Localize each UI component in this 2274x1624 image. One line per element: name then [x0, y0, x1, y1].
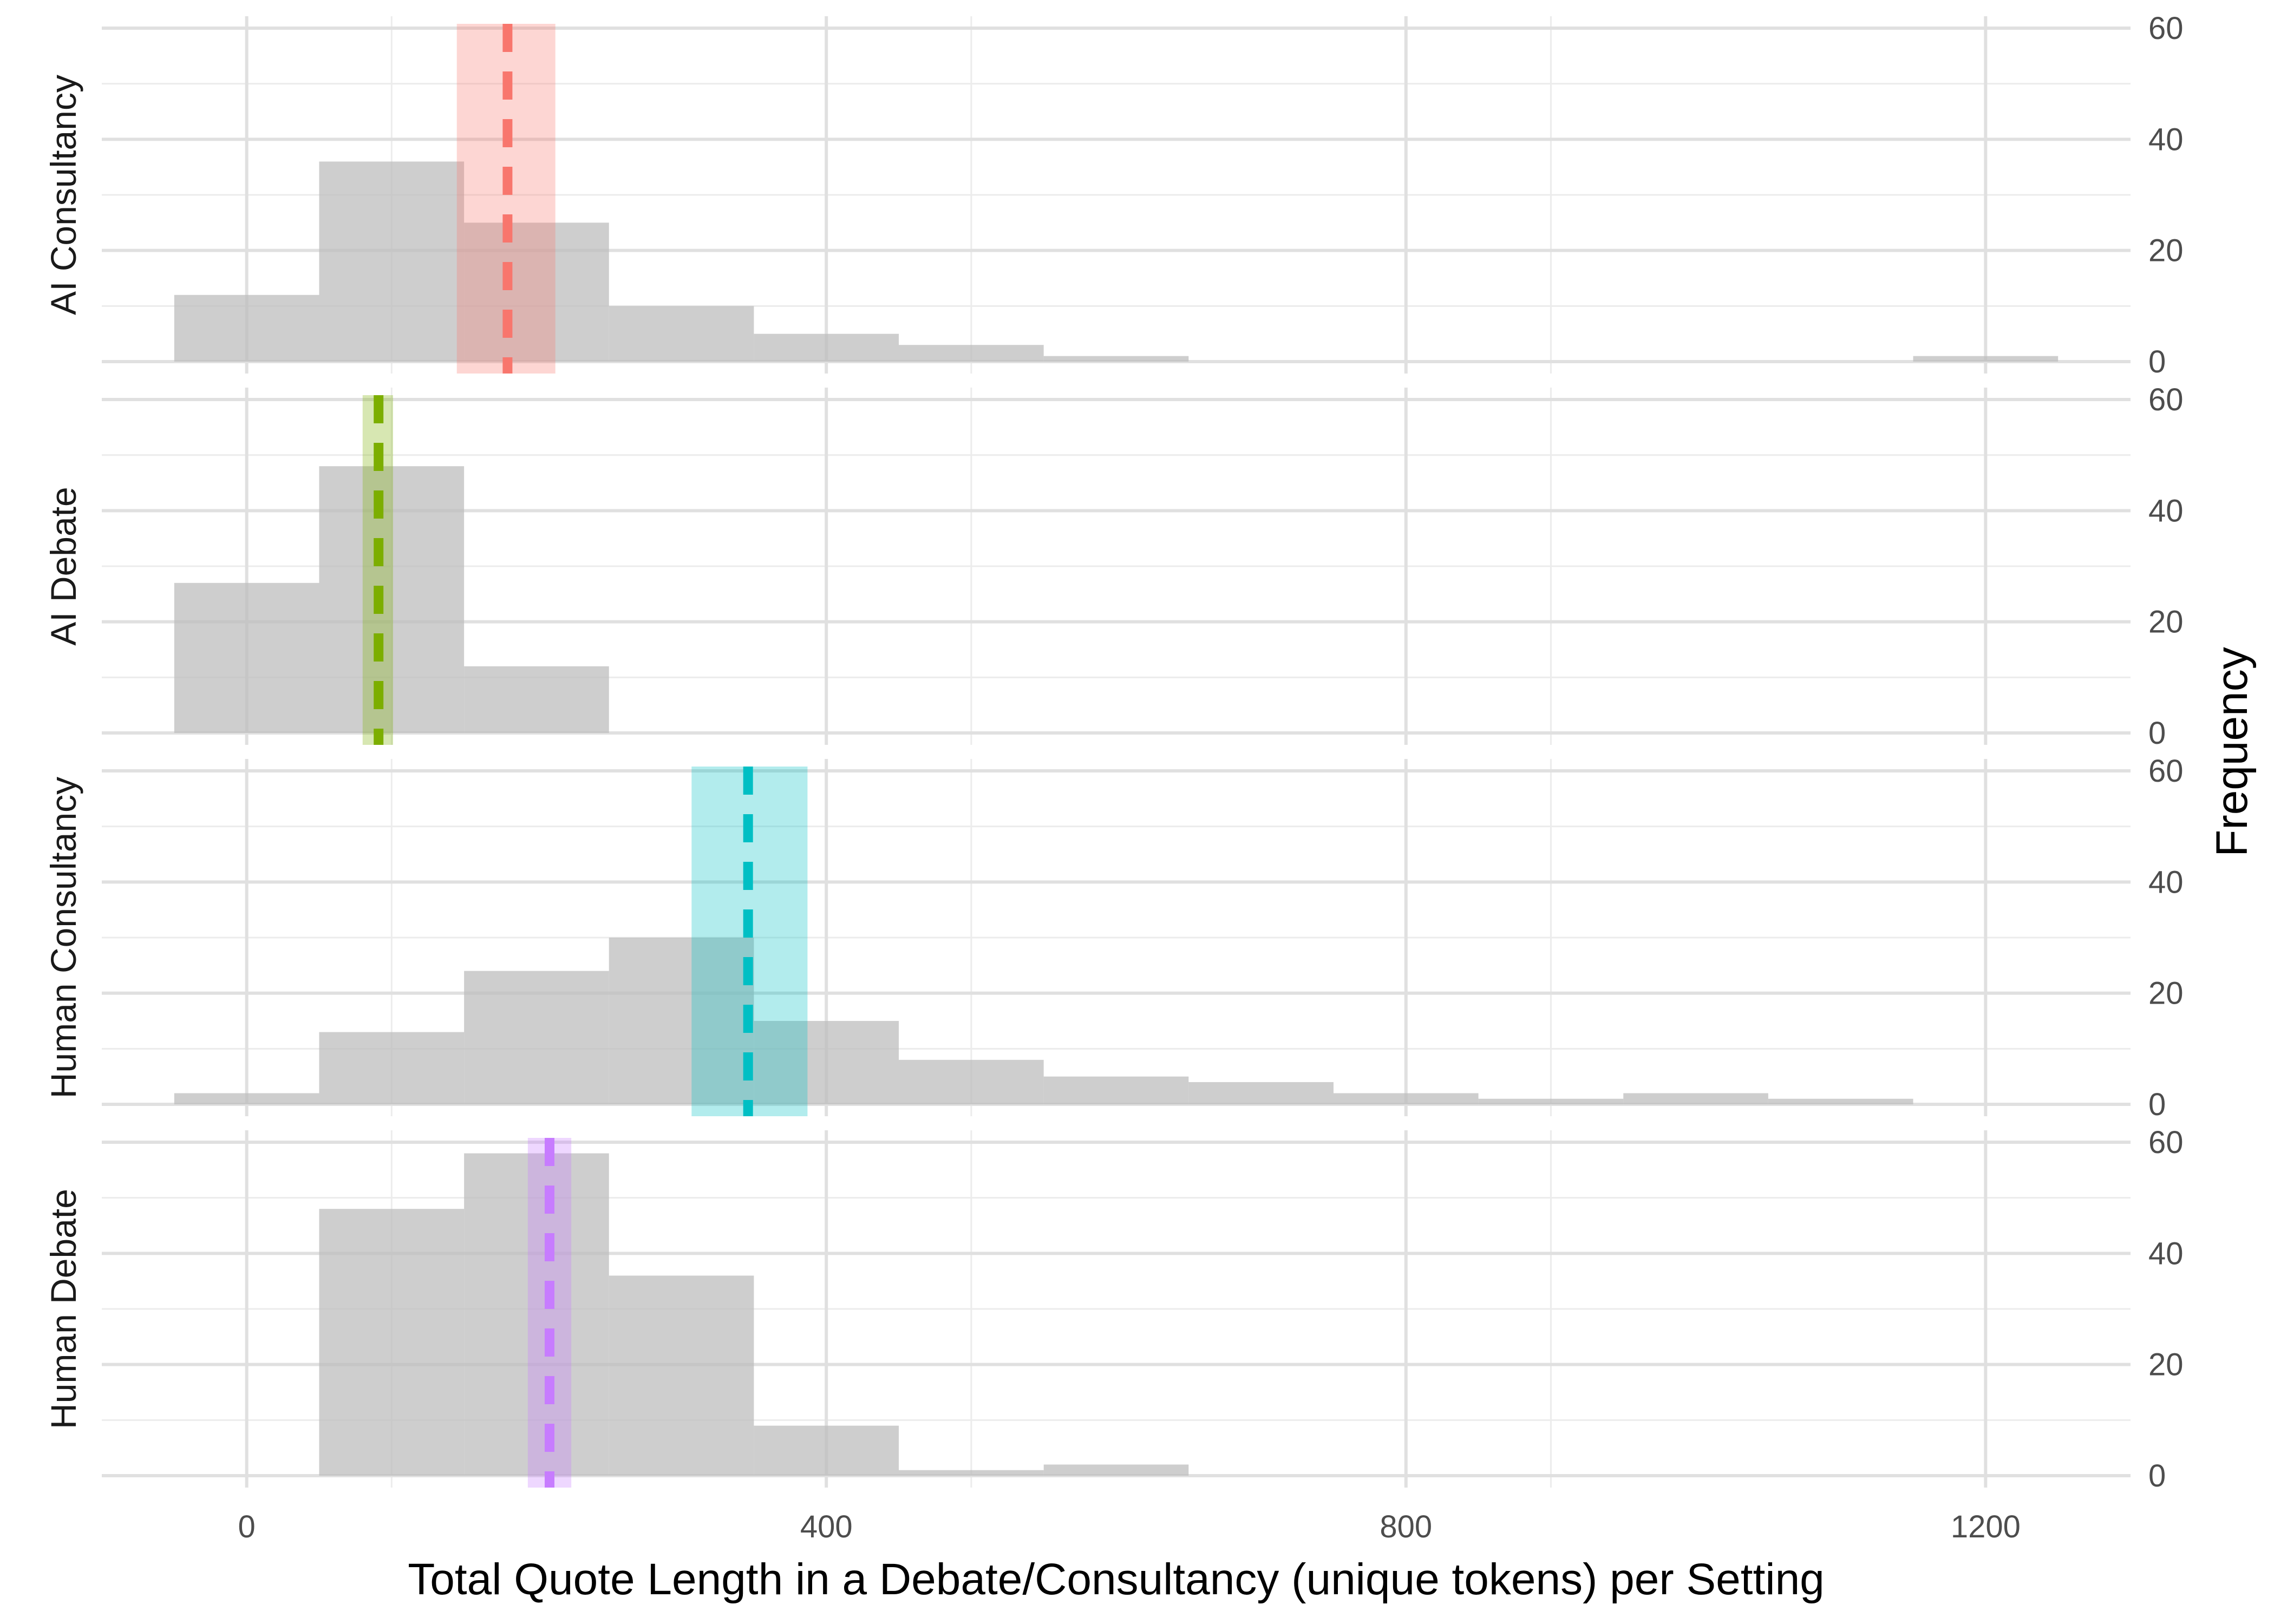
x-tick-label: 400 [800, 1509, 853, 1544]
histogram-bar [464, 971, 609, 1104]
facet-panel-2: 0 20 40 60 AI Debate [43, 382, 2184, 751]
histogram-bar [899, 345, 1044, 362]
facet-strip-label: Human Consultancy [43, 777, 83, 1098]
x-tick-label: 800 [1380, 1509, 1432, 1544]
facet-panel-4: 0 20 40 60 Human Debate [43, 1125, 2184, 1494]
y-axis-title: Frequency [2207, 647, 2257, 856]
y-tick-label: 20 [2148, 976, 2184, 1011]
histogram-bar [1913, 356, 2059, 362]
y-tick-label: 20 [2148, 233, 2184, 269]
y-tick-label: 60 [2148, 1125, 2184, 1160]
histogram-bar [1043, 1464, 1189, 1476]
histogram-bar [609, 938, 754, 1104]
facet-strip-label: AI Consultancy [43, 75, 83, 315]
y-tick-label: 60 [2148, 11, 2184, 46]
histogram-bar [754, 1021, 899, 1104]
x-axis-title: Total Quote Length in a Debate/Consultan… [408, 1555, 1825, 1604]
histogram-bar [1043, 1076, 1189, 1104]
histogram-bar [609, 1275, 754, 1476]
histogram-bar [174, 582, 319, 733]
histogram-bar [174, 294, 319, 362]
histogram-bar [319, 161, 465, 362]
histogram-bar [319, 1209, 465, 1476]
y-tick-label: 40 [2148, 865, 2184, 900]
histogram-bar [464, 222, 609, 362]
histogram-bar [174, 1093, 319, 1104]
facet-panel-3: 0 20 40 60 Human Consultancy [43, 754, 2184, 1122]
facet-strip-label: AI Debate [43, 487, 83, 646]
y-tick-label: 40 [2148, 493, 2184, 528]
x-tick-label: 1200 [1951, 1509, 2021, 1544]
y-tick-label: 60 [2148, 754, 2184, 789]
histogram-bar [1768, 1098, 1913, 1104]
y-tick-label: 0 [2148, 716, 2166, 751]
histogram-bar [319, 1032, 465, 1104]
histogram-bar [464, 666, 609, 733]
y-tick-label: 60 [2148, 382, 2184, 417]
y-tick-label: 0 [2148, 344, 2166, 379]
y-tick-label: 0 [2148, 1087, 2166, 1122]
x-tick-label: 0 [238, 1509, 256, 1544]
facet-panel-1: 0 20 40 60 AI Consultancy [43, 11, 2184, 379]
y-tick-label: 20 [2148, 1347, 2184, 1383]
facet-strip-label: Human Debate [43, 1189, 83, 1429]
histogram-bar [754, 1425, 899, 1476]
histogram-bar [899, 1470, 1044, 1476]
histogram-bar [609, 306, 754, 362]
histogram-bar [1043, 356, 1189, 362]
histogram-bar [464, 1153, 609, 1476]
y-tick-label: 40 [2148, 122, 2184, 157]
histogram-bar [1188, 1082, 1334, 1104]
histogram-bar [1478, 1098, 1624, 1104]
facet-panels: 0 20 40 60 AI Consultancy 0 20 40 60 AI Debate 0 20… [43, 11, 2184, 1494]
histogram-bar [1333, 1093, 1479, 1104]
histogram-bar [754, 333, 899, 362]
x-axis: 0 400 800 1200 [238, 1509, 2021, 1544]
y-tick-label: 0 [2148, 1458, 2166, 1494]
histogram-bar [899, 1059, 1044, 1104]
histogram-bar [319, 466, 465, 733]
histogram-bar [1623, 1093, 1768, 1104]
y-tick-label: 20 [2148, 605, 2184, 640]
y-tick-label: 40 [2148, 1236, 2184, 1271]
